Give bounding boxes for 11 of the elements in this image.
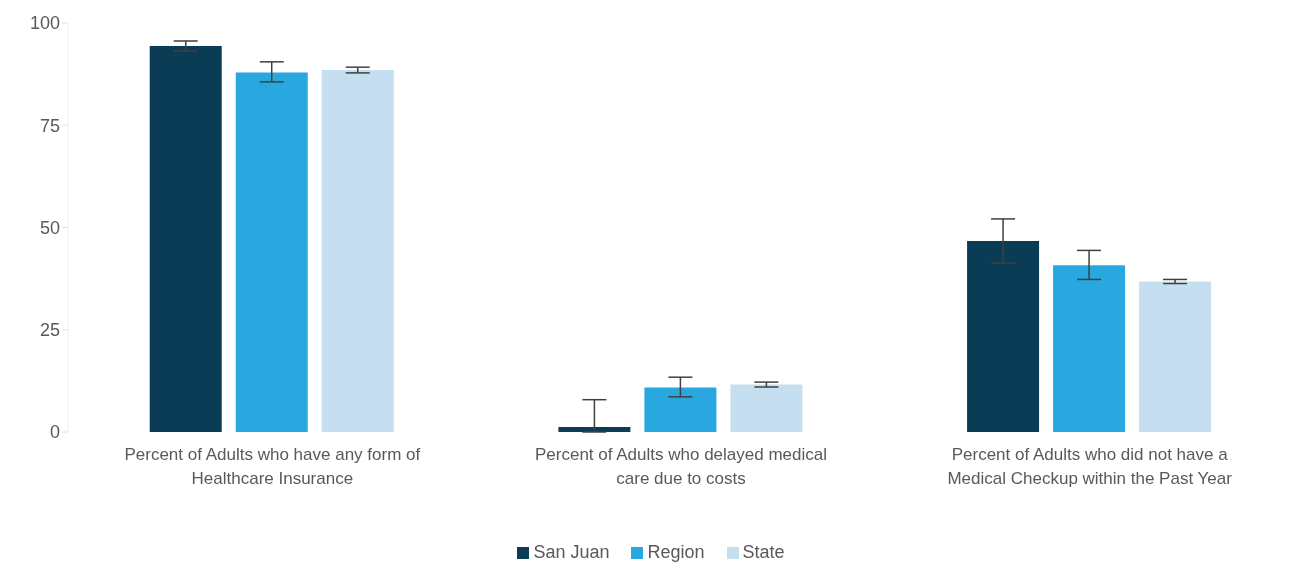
x-tick-label: Percent of Adults who have any form of Healthcare Insurance xyxy=(124,445,421,488)
y-tick-label: 75 xyxy=(39,115,60,136)
y-tick-label: 100 xyxy=(29,13,60,34)
y-tick-label: 50 xyxy=(39,217,60,238)
legend-label: State xyxy=(742,542,785,563)
x-tick-label: Percent of Adults who did not have a Medical Checkup within the Past Year xyxy=(947,445,1233,488)
legend-label: Region xyxy=(647,542,705,563)
x-tick-label: Percent of Adults who delayed medical care due to costs xyxy=(534,445,828,488)
y-tick-label: 25 xyxy=(39,320,60,341)
y-tick-label: 0 xyxy=(49,422,60,443)
legend-label: San Juan xyxy=(533,542,610,563)
